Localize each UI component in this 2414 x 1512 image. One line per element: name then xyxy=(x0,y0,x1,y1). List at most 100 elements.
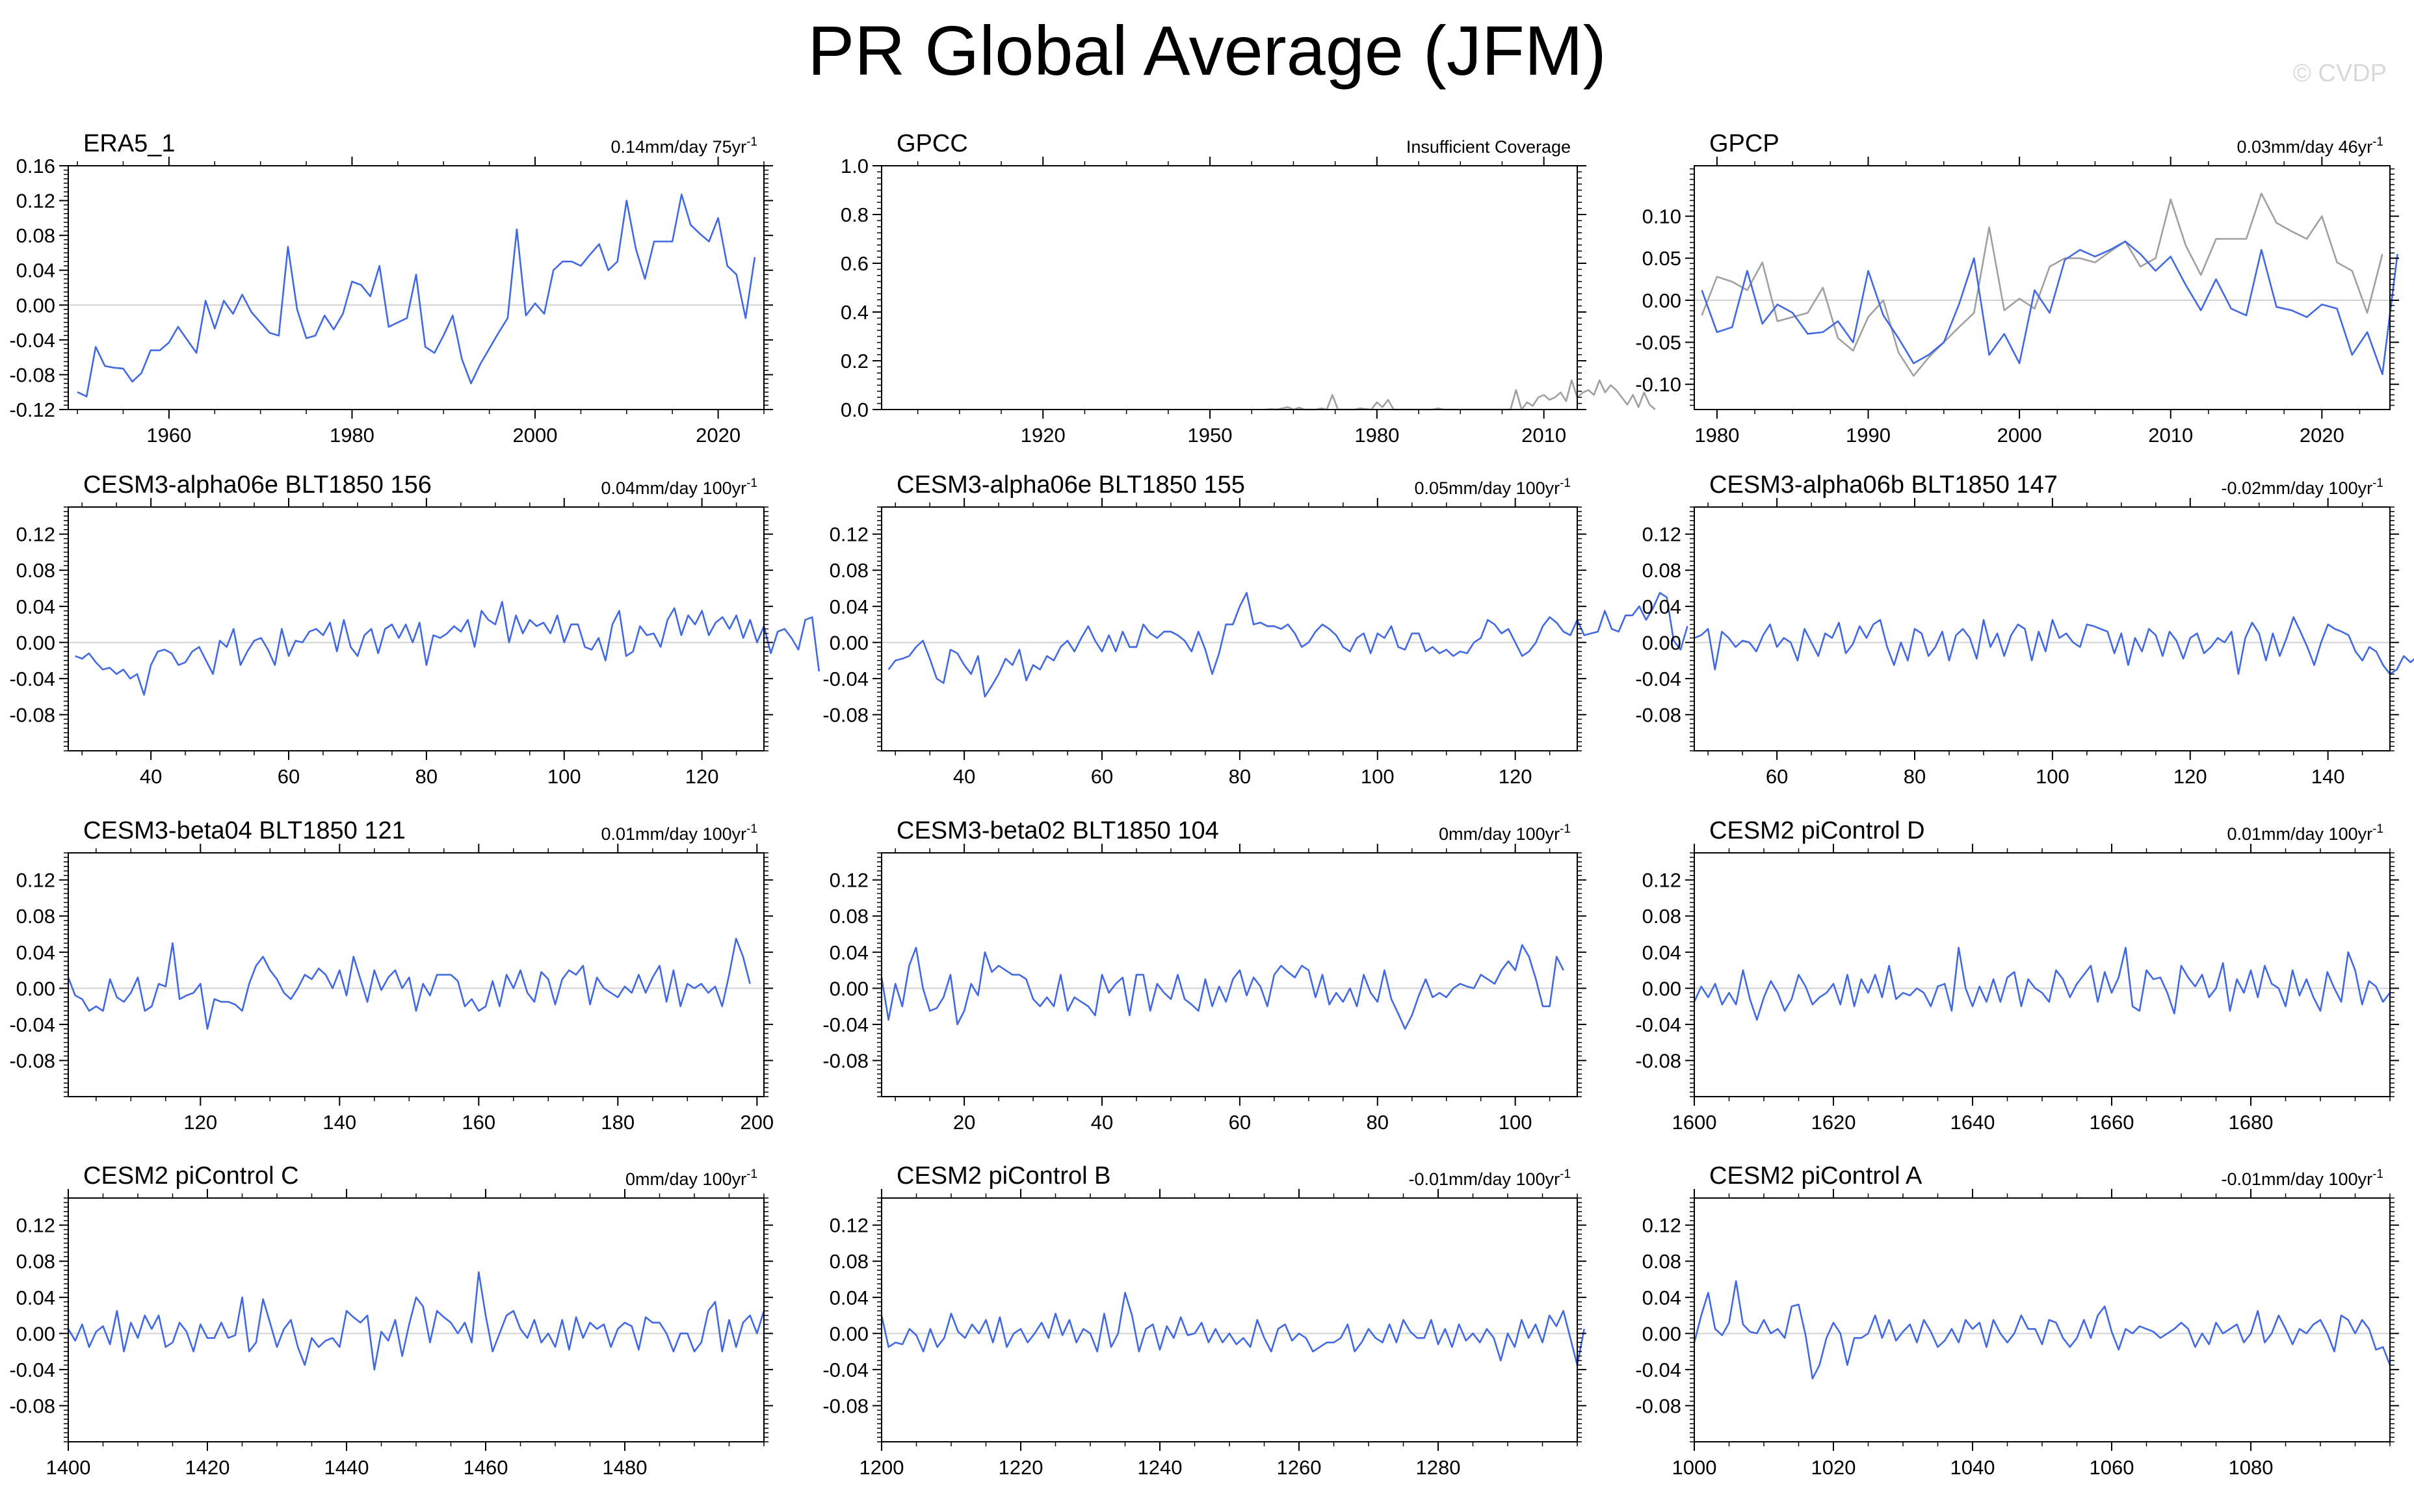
watermark: © CVDP xyxy=(2292,60,2387,87)
chart-panel: GPCP 0.03mm/day 46yr-1 -0.10 -0.05 0.00 0.05 0… xyxy=(1635,130,2399,447)
trend-unit-superscript: -1 xyxy=(2372,135,2383,149)
y-tick-label: 0.6 xyxy=(841,252,869,275)
x-tick-label: 60 xyxy=(1091,765,1113,788)
y-tick-label: -0.08 xyxy=(822,1049,869,1072)
y-tick-label: 0.05 xyxy=(1642,247,1681,270)
plot-frame xyxy=(881,852,1578,1097)
trend-label: 0.01mm/day 100yr-1 xyxy=(2227,822,2383,844)
chart-panel: CESM2 piControl D 0.01mm/day 100yr-1 -0.08… xyxy=(1635,817,2399,1134)
y-tick-label: 0.00 xyxy=(16,1322,55,1345)
panel-title: CESM3-beta02 BLT1850 104 xyxy=(897,817,1219,844)
y-tick-label: 0.00 xyxy=(16,294,55,317)
x-tick-label: 80 xyxy=(1367,1111,1389,1134)
y-tick-label: 0.08 xyxy=(16,905,55,928)
x-tick-label: 20 xyxy=(953,1111,975,1134)
y-tick-label: 0.04 xyxy=(830,1286,869,1309)
y-tick-label: 0.12 xyxy=(16,1214,55,1237)
series-line xyxy=(880,1292,1585,1366)
panel-title: CESM3-alpha06e BLT1850 155 xyxy=(897,471,1245,499)
y-tick-label: 0.4 xyxy=(841,301,869,324)
plot-frame xyxy=(68,852,765,1097)
y-tick-label: -0.08 xyxy=(9,703,55,726)
chart-panel: CESM3-alpha06b BLT1850 147 -0.02mm/day 10… xyxy=(1635,471,2414,788)
y-tick-label: 0.12 xyxy=(16,869,55,892)
x-tick-label: 1980 xyxy=(1694,424,1739,447)
x-tick-label: 140 xyxy=(2311,765,2345,788)
x-tick-label: 1260 xyxy=(1277,1456,1322,1479)
y-tick-label: 0.08 xyxy=(16,559,55,582)
x-tick-label: 1280 xyxy=(1416,1456,1461,1479)
y-tick-label: -0.04 xyxy=(822,668,869,690)
plot-frame xyxy=(68,1197,765,1442)
y-tick-label: 0.00 xyxy=(1642,631,1681,654)
x-tick-label: 1400 xyxy=(46,1456,91,1479)
series-line xyxy=(75,601,820,696)
chart-panel: CESM3-beta04 BLT1850 121 0.01mm/day 100yr… xyxy=(9,817,774,1134)
x-tick-label: 1080 xyxy=(2229,1456,2274,1479)
y-tick-label: -0.04 xyxy=(9,1359,55,1381)
trend-unit-superscript: -1 xyxy=(2372,476,2383,490)
y-tick-label: 0.10 xyxy=(1642,205,1681,228)
y-tick-label: 0.04 xyxy=(830,595,869,618)
plot-frame xyxy=(68,506,765,751)
x-tick-label: 120 xyxy=(1499,765,1532,788)
y-tick-label: 0.08 xyxy=(830,559,869,582)
x-tick-label: 80 xyxy=(1229,765,1251,788)
series-line xyxy=(1693,946,2391,1021)
trend-unit-superscript: -1 xyxy=(1560,822,1571,836)
x-tick-label: 1950 xyxy=(1188,424,1233,447)
y-tick-label: -0.04 xyxy=(1635,1359,1681,1381)
x-tick-label: 1060 xyxy=(2090,1456,2134,1479)
y-tick-label: 0.00 xyxy=(1642,977,1681,1000)
y-tick-label: 0.12 xyxy=(830,1214,869,1237)
y-tick-label: 0.00 xyxy=(1642,289,1681,312)
y-tick-label: 0.04 xyxy=(1642,941,1681,964)
x-tick-label: 2000 xyxy=(1997,424,2042,447)
x-tick-label: 60 xyxy=(1229,1111,1251,1134)
y-tick-label: -0.08 xyxy=(1635,703,1681,726)
y-tick-label: -0.08 xyxy=(9,1394,55,1417)
y-tick-label: -0.08 xyxy=(1635,1394,1681,1417)
chart-panel: CESM2 piControl A -0.01mm/day 100yr-1 -0.0… xyxy=(1635,1162,2399,1479)
x-tick-label: 1920 xyxy=(1021,424,1066,447)
x-tick-label: 1480 xyxy=(603,1456,648,1479)
series-line xyxy=(1265,379,1656,411)
y-tick-label: 1.0 xyxy=(841,155,869,177)
series-line xyxy=(887,592,1688,697)
series-line xyxy=(67,937,751,1030)
chart-panel: CESM2 piControl C 0mm/day 100yr-1 -0.08 -0.… xyxy=(9,1162,773,1479)
x-tick-label: 1680 xyxy=(2229,1111,2274,1134)
y-tick-label: 0.12 xyxy=(16,190,55,213)
series-line xyxy=(67,1271,765,1371)
series-line xyxy=(1693,1280,2391,1380)
y-tick-label: 0.08 xyxy=(830,905,869,928)
chart-panel: CESM3-alpha06e BLT1850 156 0.04mm/day 100… xyxy=(9,471,820,788)
trend-label: 0mm/day 100yr-1 xyxy=(625,1167,757,1189)
y-tick-label: 0.08 xyxy=(16,1250,55,1273)
trend-unit-superscript: -1 xyxy=(746,822,757,836)
x-tick-label: 100 xyxy=(2036,765,2069,788)
series-line xyxy=(1701,192,2383,377)
y-tick-label: -0.08 xyxy=(822,703,869,726)
chart-panel: CESM2 piControl B -0.01mm/day 100yr-1 -0.0… xyxy=(822,1162,1586,1479)
y-tick-label: 0.04 xyxy=(1642,1286,1681,1309)
y-tick-label: -0.04 xyxy=(1635,668,1681,690)
y-tick-label: -0.10 xyxy=(1635,373,1681,396)
y-tick-label: 0.12 xyxy=(1642,523,1681,546)
x-tick-label: 40 xyxy=(953,765,975,788)
y-tick-label: 0.16 xyxy=(16,155,55,177)
y-tick-label: 0.04 xyxy=(16,1286,55,1309)
plot-frame xyxy=(1694,506,2391,751)
x-tick-label: 2020 xyxy=(696,424,741,447)
x-tick-label: 180 xyxy=(601,1111,635,1134)
x-tick-label: 1620 xyxy=(1811,1111,1856,1134)
trend-unit-superscript: -1 xyxy=(1560,476,1571,490)
trend-label: Insufficient Coverage xyxy=(1406,137,1571,157)
panel-title: CESM2 piControl A xyxy=(1709,1162,1922,1190)
trend-unit-superscript: -1 xyxy=(2372,822,2383,836)
series-line xyxy=(880,944,1564,1030)
y-tick-label: -0.04 xyxy=(9,668,55,690)
x-tick-label: 120 xyxy=(2173,765,2207,788)
x-tick-label: 60 xyxy=(278,765,300,788)
